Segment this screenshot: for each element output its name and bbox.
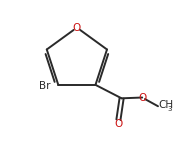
- Text: CH: CH: [159, 100, 174, 110]
- Text: O: O: [73, 23, 81, 33]
- Text: Br: Br: [39, 81, 50, 91]
- Text: 3: 3: [168, 106, 172, 112]
- Text: O: O: [114, 119, 122, 129]
- Text: O: O: [138, 92, 146, 102]
